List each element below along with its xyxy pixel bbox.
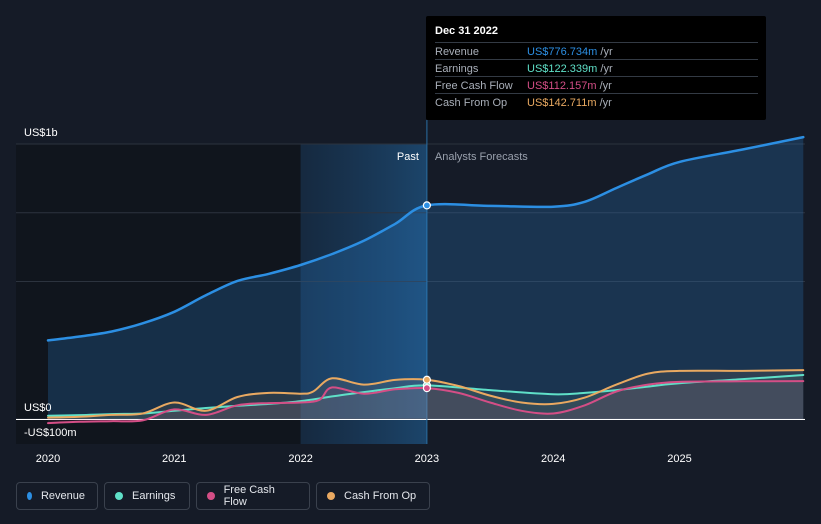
tooltip-value: US$112.157m /yr — [527, 80, 612, 92]
earnings-dot-icon — [115, 492, 123, 500]
cash-from-op-point-marker — [422, 375, 431, 384]
legend-label: Cash From Op — [344, 490, 417, 502]
legend-label: Revenue — [40, 490, 85, 502]
y-axis-label-zero: US$0 — [24, 402, 52, 414]
forecast-label: Analysts Forecasts — [435, 151, 528, 163]
free-cash-flow-line — [47, 380, 805, 425]
y-axis-label-top: US$1b — [24, 127, 58, 139]
legend-item-free-cash-flow[interactable]: Free Cash Flow — [196, 482, 310, 510]
tooltip-value: US$122.339m /yr — [527, 63, 613, 75]
legend-item-earnings[interactable]: Earnings — [104, 482, 190, 510]
tooltip-row-earnings: Earnings US$122.339m /yr — [435, 59, 758, 77]
earnings-area — [48, 375, 804, 419]
free-cash-flow-point-marker — [422, 384, 431, 393]
revenue-dot-icon — [27, 492, 32, 500]
cash-from-op-dot-icon — [327, 492, 335, 500]
tooltip-value-text: US$122.339m — [527, 63, 598, 75]
tooltip-unit: /yr — [600, 46, 613, 58]
revenue-area — [48, 137, 804, 419]
x-tick-label: 2021 — [162, 453, 186, 465]
free-cash-flow-dot-icon — [207, 492, 215, 500]
x-tick-label: 2024 — [541, 453, 565, 465]
y-axis-label-bottom: -US$100m — [24, 427, 77, 439]
tooltip-label: Earnings — [435, 63, 479, 75]
tooltip-row-free-cash-flow: Free Cash Flow US$112.157m /yr — [435, 76, 758, 94]
legend-item-revenue[interactable]: Revenue — [16, 482, 98, 510]
cash-from-op-line — [47, 369, 805, 419]
tooltip-unit: /yr — [600, 63, 613, 75]
x-tick-label: 2025 — [667, 453, 691, 465]
tooltip-value-text: US$776.734m — [527, 46, 598, 58]
tooltip-row-revenue: Revenue US$776.734m /yr — [435, 42, 758, 60]
legend-item-cash-from-op[interactable]: Cash From Op — [316, 482, 430, 510]
tooltip-unit: /yr — [599, 97, 612, 109]
legend: Revenue Earnings Free Cash Flow Cash Fro… — [16, 482, 430, 512]
tooltip-row-cash-from-op: Cash From Op US$142.711m /yr — [435, 93, 758, 111]
x-tick-label: 2020 — [36, 453, 60, 465]
x-tick-label: 2022 — [288, 453, 312, 465]
revenue-point-marker — [422, 201, 431, 210]
legend-label: Free Cash Flow — [223, 484, 275, 508]
tooltip-label: Revenue — [435, 46, 480, 58]
tooltip-date: Dec 31 2022 — [435, 25, 498, 37]
free-cash-flow-area — [48, 381, 804, 424]
legend-label: Earnings — [132, 490, 176, 502]
x-tick-label: 2023 — [415, 453, 439, 465]
tooltip-label: Free Cash Flow — [435, 80, 513, 92]
revenue-line — [46, 135, 805, 342]
tooltip-value: US$142.711m /yr — [527, 97, 612, 109]
past-label: Past — [397, 151, 419, 163]
tooltip: Dec 31 2022 Revenue US$776.734m /yr Earn… — [426, 16, 766, 120]
tooltip-unit: /yr — [599, 80, 612, 92]
tooltip-value-text: US$142.711m — [527, 97, 597, 109]
tooltip-label: Cash From Op — [435, 97, 508, 109]
earnings-line — [47, 374, 805, 417]
tooltip-value-text: US$112.157m — [527, 80, 597, 92]
tooltip-value: US$776.734m /yr — [527, 46, 613, 58]
